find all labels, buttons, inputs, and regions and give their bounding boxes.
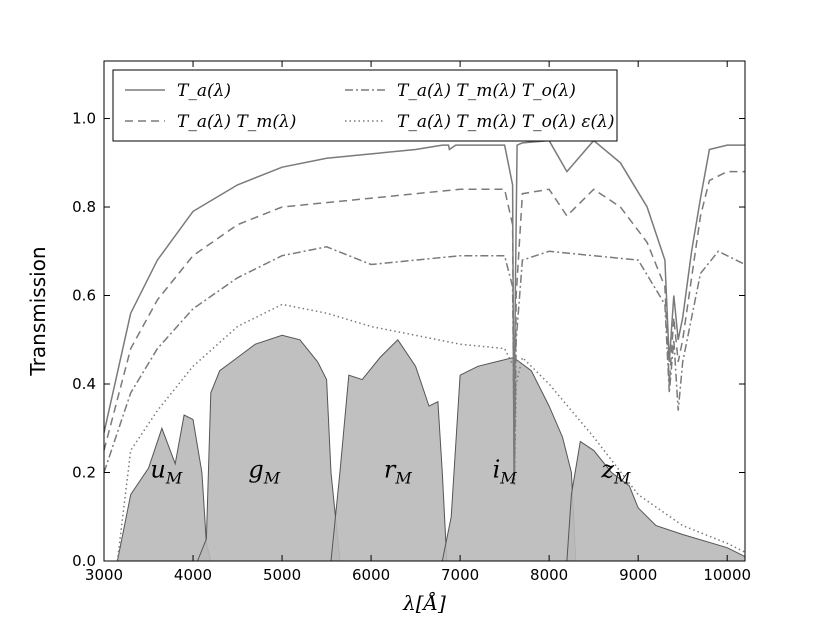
y-tick-label: 0.6: [72, 287, 96, 305]
band-u_M: [116, 414, 212, 562]
y-tick-label: 0.2: [72, 464, 96, 482]
series-line-2: [103, 170, 745, 473]
series-line-1: [103, 139, 745, 473]
legend-label-1: T_a(λ): [177, 81, 231, 101]
plot-frame: [103, 60, 746, 562]
band-labels: uM gM rM iM zM: [150, 456, 631, 488]
legend-label-2: T_a(λ) T_m(λ): [177, 112, 296, 132]
y-axis: 0.0 0.2 0.4 0.6 0.8 1.0: [72, 110, 745, 570]
y-tick-label: 0.4: [72, 375, 96, 393]
x-tick-label: 3000: [85, 566, 123, 584]
legend-box: [112, 69, 618, 142]
filter-bands: [116, 334, 746, 562]
x-tick-label: 7000: [441, 566, 479, 584]
series-line-3: [103, 246, 746, 473]
band-r_M: [330, 339, 448, 562]
x-tick-label: 4000: [174, 566, 212, 584]
legend-label-3: T_a(λ) T_m(λ) T_o(λ): [397, 81, 576, 101]
series-line-4: [116, 303, 746, 562]
x-tick-label: 8000: [530, 566, 568, 584]
band-i_M: [441, 356, 577, 562]
x-axis-label: λ[Å]: [402, 590, 446, 615]
y-tick-label: 1.0: [72, 110, 96, 128]
y-axis-label: Transmission: [26, 246, 50, 376]
x-tick-label: 9000: [619, 566, 657, 584]
x-tick-label: 6000: [352, 566, 390, 584]
band-g_M: [196, 334, 341, 562]
y-tick-label: 0.8: [72, 198, 96, 216]
legend-label-4: T_a(λ) T_m(λ) T_o(λ) ε(λ): [397, 112, 615, 132]
x-axis: 3000 4000 5000 6000 7000 8000 9000 10000: [85, 61, 751, 584]
y-tick-label: 0.0: [72, 552, 96, 570]
x-tick-label: 5000: [263, 566, 301, 584]
band-label-z_M: zM: [600, 456, 631, 488]
band-z_M: [566, 440, 746, 562]
x-tick-label: 10000: [703, 566, 751, 584]
legend: T_a(λ) T_a(λ) T_m(λ) T_a(λ) T_m(λ) T_o(λ) T…: [112, 69, 618, 142]
transmission-curves: [103, 139, 746, 562]
